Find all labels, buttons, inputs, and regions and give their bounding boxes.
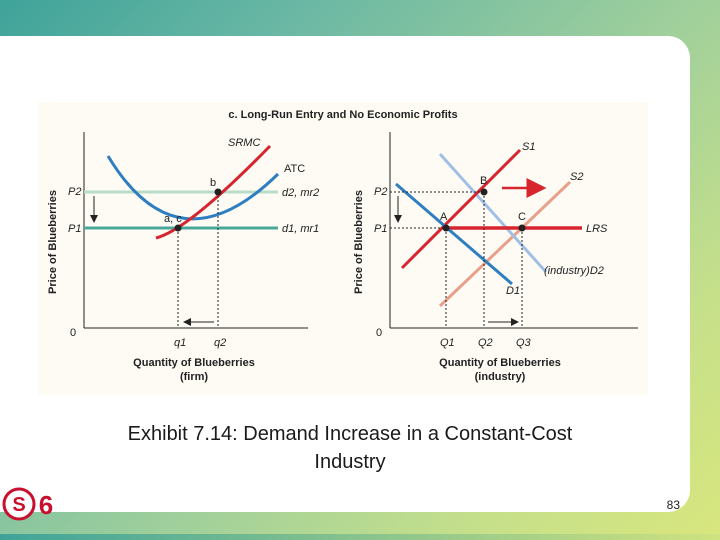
firm-srmc-label: SRMC [228, 137, 260, 149]
firm-d1-mr1-label: d1, mr1 [282, 223, 319, 235]
figure-svg: c. Long-Run Entry and No Economic Profit… [47, 109, 638, 383]
brand-logo: S 6 [2, 486, 58, 522]
firm-srmc-curve [155, 144, 272, 240]
industry-Q2-label: Q2 [478, 337, 493, 349]
firm-x-axis-label-1: Quantity of Blueberries [133, 357, 255, 369]
firm-p2-label: P2 [68, 186, 81, 198]
firm-origin-label: 0 [70, 327, 76, 339]
industry-s2-label: S2 [570, 171, 583, 183]
industry-d2-label: (industry)D2 [544, 265, 604, 277]
industry-s1-label: S1 [522, 141, 535, 153]
firm-p1-label: P1 [68, 223, 81, 235]
firm-point-b-label: b [210, 177, 216, 189]
logo-letter: S [12, 494, 25, 516]
firm-atc-label: ATC [284, 163, 305, 175]
firm-atc-curve [106, 155, 280, 221]
firm-point-ac-label: a, c [164, 213, 182, 225]
logo-number: 6 [39, 490, 53, 520]
industry-d2-line [438, 152, 548, 274]
caption-line-1: Exhibit 7.14: Demand Increase in a Const… [127, 423, 573, 445]
industry-point-B-label: B [480, 175, 487, 187]
industry-origin-label: 0 [376, 327, 382, 339]
page-number: 83 [666, 498, 680, 512]
industry-p1-label: P1 [374, 223, 387, 235]
industry-s2-line [438, 180, 572, 308]
industry-point-A [442, 224, 450, 232]
exhibit-figure: c. Long-Run Entry and No Economic Profit… [38, 102, 648, 395]
industry-d1-line [395, 182, 513, 286]
industry-lrs-label: LRS [586, 223, 608, 235]
industry-panel: Price of Blueberries 0 [353, 132, 638, 383]
firm-q2-label: q2 [214, 337, 226, 349]
firm-point-ac [174, 224, 182, 232]
firm-x-axis-label-2: (firm) [180, 371, 208, 383]
industry-point-C-label: C [518, 211, 526, 223]
industry-d1-label: D1 [506, 285, 520, 297]
firm-y-axis-label: Price of Blueberries [47, 190, 59, 294]
industry-x-axis-label-2: (industry) [475, 371, 526, 383]
caption-line-2: Industry [314, 451, 386, 473]
firm-point-b [214, 188, 222, 196]
industry-x-axis-label-1: Quantity of Blueberries [439, 357, 561, 369]
s6-logo-icon: S 6 [2, 487, 53, 521]
industry-Q3-label: Q3 [516, 337, 532, 349]
industry-point-C [518, 224, 526, 232]
industry-point-B [480, 188, 488, 196]
firm-d2-mr2-label: d2, mr2 [282, 187, 319, 199]
firm-q1-label: q1 [174, 337, 186, 349]
industry-point-A-label: A [440, 211, 448, 223]
industry-Q1-label: Q1 [440, 337, 455, 349]
bottom-bar [0, 534, 720, 540]
exhibit-caption: Exhibit 7.14: Demand Increase in a Const… [60, 420, 640, 476]
industry-p2-label: P2 [374, 186, 387, 198]
figure-title: c. Long-Run Entry and No Economic Profit… [228, 109, 457, 121]
industry-s1-line [400, 148, 522, 270]
industry-y-axis-label: Price of Blueberries [353, 190, 365, 294]
firm-panel: Price of Blueberries 0 P2 P1 SRMC ATC b [47, 132, 319, 383]
